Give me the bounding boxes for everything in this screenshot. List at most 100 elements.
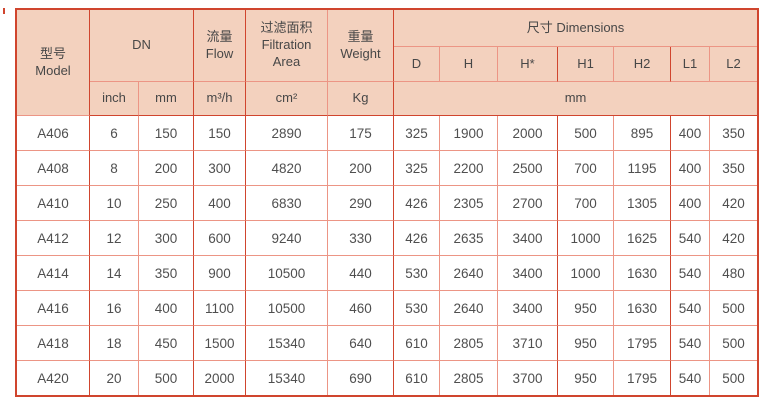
header-weight: 重量 Weight [328, 10, 394, 82]
data-cell: 325 [394, 116, 440, 151]
header-flow: 流量 Flow [194, 10, 246, 82]
unit-area: cm² [246, 82, 328, 116]
data-cell: 6 [90, 116, 139, 151]
data-cell: 690 [328, 361, 394, 395]
table-row: A408 8 200 300 4820 200 325 2200 2500 70… [17, 151, 758, 186]
data-cell: 540 [671, 326, 710, 361]
data-cell: 400 [671, 151, 710, 186]
data-cell: 1500 [194, 326, 246, 361]
data-cell: 420 [710, 221, 758, 256]
data-cell: 1000 [558, 221, 614, 256]
data-cell: 530 [394, 256, 440, 291]
data-cell: 460 [328, 291, 394, 326]
cell-model: A418 [17, 326, 90, 361]
data-cell: 2700 [498, 186, 558, 221]
data-cell: 175 [328, 116, 394, 151]
data-cell: 1100 [194, 291, 246, 326]
cell-model: A414 [17, 256, 90, 291]
data-cell: 2805 [440, 361, 498, 395]
data-cell: 2640 [440, 291, 498, 326]
data-cell: 3400 [498, 221, 558, 256]
data-cell: 250 [139, 186, 194, 221]
cell-model: A408 [17, 151, 90, 186]
header-dim-h1: H1 [558, 47, 614, 82]
data-cell: 150 [139, 116, 194, 151]
unit-weight: Kg [328, 82, 394, 116]
data-cell: 1630 [614, 256, 671, 291]
data-cell: 12 [90, 221, 139, 256]
data-cell: 18 [90, 326, 139, 361]
header-dn: DN [90, 10, 194, 82]
data-cell: 4820 [246, 151, 328, 186]
data-cell: 1900 [440, 116, 498, 151]
cell-model: A406 [17, 116, 90, 151]
data-cell: 480 [710, 256, 758, 291]
data-cell: 200 [139, 151, 194, 186]
data-cell: 350 [139, 256, 194, 291]
data-cell: 8 [90, 151, 139, 186]
table-row: A410 10 250 400 6830 290 426 2305 2700 7… [17, 186, 758, 221]
data-cell: 200 [328, 151, 394, 186]
data-cell: 500 [710, 326, 758, 361]
data-cell: 500 [710, 361, 758, 395]
table-row: A414 14 350 900 10500 440 530 2640 3400 … [17, 256, 758, 291]
data-cell: 426 [394, 221, 440, 256]
data-cell: 450 [139, 326, 194, 361]
data-cell: 330 [328, 221, 394, 256]
data-cell: 3710 [498, 326, 558, 361]
data-cell: 420 [710, 186, 758, 221]
header-dim-h2: H2 [614, 47, 671, 82]
data-cell: 1305 [614, 186, 671, 221]
data-cell: 400 [671, 186, 710, 221]
data-cell: 10 [90, 186, 139, 221]
data-cell: 540 [671, 256, 710, 291]
data-cell: 426 [394, 186, 440, 221]
cell-model: A416 [17, 291, 90, 326]
data-cell: 300 [139, 221, 194, 256]
data-cell: 610 [394, 361, 440, 395]
data-cell: 1630 [614, 291, 671, 326]
data-cell: 400 [139, 291, 194, 326]
data-cell: 500 [710, 291, 758, 326]
data-cell: 1000 [558, 256, 614, 291]
data-cell: 700 [558, 151, 614, 186]
data-cell: 500 [139, 361, 194, 395]
data-cell: 10500 [246, 256, 328, 291]
data-cell: 15340 [246, 361, 328, 395]
data-cell: 20 [90, 361, 139, 395]
table-row: A420 20 500 2000 15340 690 610 2805 3700… [17, 361, 758, 395]
unit-flow: m³/h [194, 82, 246, 116]
data-cell: 2000 [498, 116, 558, 151]
data-cell: 700 [558, 186, 614, 221]
data-cell: 540 [671, 361, 710, 395]
data-cell: 2635 [440, 221, 498, 256]
data-cell: 350 [710, 116, 758, 151]
header-dim-l1: L1 [671, 47, 710, 82]
data-cell: 10500 [246, 291, 328, 326]
header-dim-d: D [394, 47, 440, 82]
data-cell: 300 [194, 151, 246, 186]
data-cell: 325 [394, 151, 440, 186]
header-filtration-area: 过滤面积 Filtration Area [246, 10, 328, 82]
cell-model: A420 [17, 361, 90, 395]
data-cell: 3400 [498, 291, 558, 326]
data-cell: 2500 [498, 151, 558, 186]
data-cell: 950 [558, 291, 614, 326]
header-dimensions: 尺寸 Dimensions [394, 10, 758, 47]
table-row: A406 6 150 150 2890 175 325 1900 2000 50… [17, 116, 758, 151]
table-row: A416 16 400 1100 10500 460 530 2640 3400… [17, 291, 758, 326]
data-cell: 1795 [614, 361, 671, 395]
data-cell: 640 [328, 326, 394, 361]
data-cell: 400 [671, 116, 710, 151]
data-cell: 3700 [498, 361, 558, 395]
header-dim-h: H [440, 47, 498, 82]
data-cell: 500 [558, 116, 614, 151]
cell-model: A412 [17, 221, 90, 256]
data-cell: 1625 [614, 221, 671, 256]
data-cell: 900 [194, 256, 246, 291]
data-cell: 400 [194, 186, 246, 221]
unit-dimensions-mm: mm [394, 82, 758, 116]
data-cell: 290 [328, 186, 394, 221]
left-edge-mark [3, 8, 5, 14]
cell-model: A410 [17, 186, 90, 221]
